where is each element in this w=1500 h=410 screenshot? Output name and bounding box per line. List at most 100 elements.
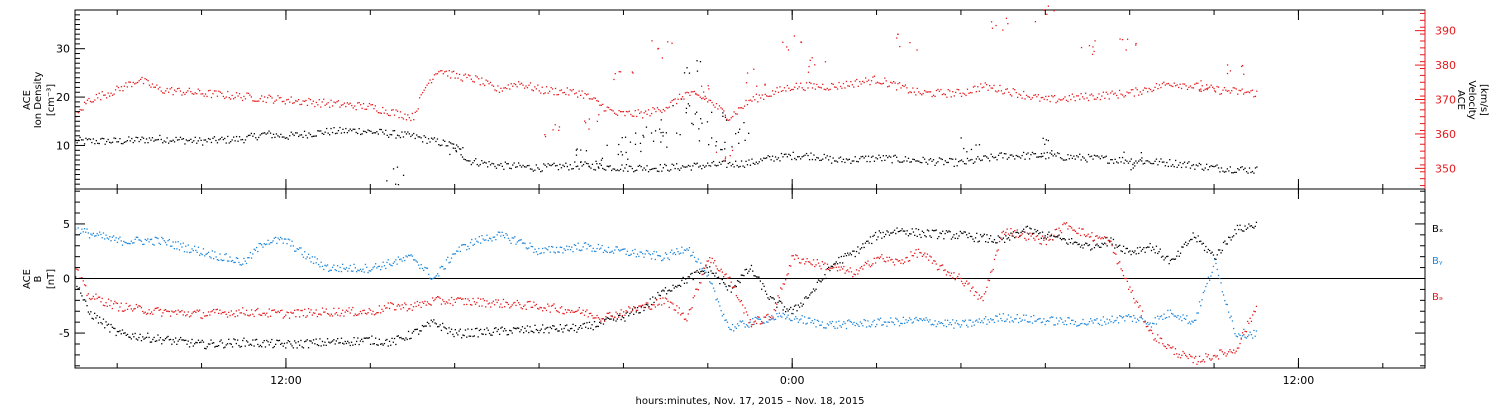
bfield-series-bx-point: [930, 236, 932, 238]
plasma-series-0-point: [275, 133, 278, 135]
bfield-series-by-point: [514, 236, 516, 238]
bfield-series-bz-point: [942, 264, 944, 266]
bfield-series-bx-point: [1197, 235, 1199, 237]
bfield-series-bx-point: [1120, 250, 1122, 252]
bfield-series-bz-point: [458, 297, 460, 300]
bfield-series-by-point: [453, 253, 455, 255]
plasma-series-2-point: [1046, 99, 1048, 101]
bfield-series-by-point: [185, 245, 187, 247]
bfield-series-by-point: [124, 241, 126, 244]
bfield-series-bx-point: [531, 330, 534, 333]
plasma-series-2-point: [714, 106, 716, 108]
plasma-series-0-point: [1102, 157, 1104, 159]
bfield-series-by-point: [562, 252, 564, 254]
bfield-series-bz-point: [1163, 345, 1165, 347]
bfield-series-bx-point: [452, 333, 454, 336]
plasma-series-2-point: [568, 94, 570, 96]
bfield-series-bx-point: [88, 313, 91, 315]
plasma-series-0-point: [798, 156, 800, 158]
plasma-series-2-point: [618, 109, 620, 112]
plasma-scatter-1-point: [685, 107, 688, 109]
plasma-series-0-point: [117, 141, 120, 143]
bfield-series-by-point: [978, 318, 980, 320]
bfield-series-bx-point: [687, 276, 689, 278]
bfield-series-bz-point: [115, 302, 117, 304]
bfield-series-by-point: [711, 283, 713, 285]
plasma-series-0-point: [182, 138, 185, 140]
bfield-series-by-point: [962, 320, 964, 322]
plasma-series-0-point: [683, 166, 685, 168]
plasma-series-0-point: [495, 167, 498, 169]
bfield-series-bz-point: [1034, 239, 1036, 241]
bfield-series-by-point: [1021, 319, 1023, 321]
bfield-series-bx-point: [778, 300, 780, 302]
bfield-series-bz-point: [334, 313, 336, 315]
bfield-series-bx-point: [78, 287, 81, 289]
bfield-series-bz-point: [472, 297, 474, 300]
plasma-series-0-point: [140, 139, 142, 141]
bfield-series-by-point: [935, 325, 937, 328]
bfield-series-by-point: [458, 246, 460, 248]
plasma-series-2-point: [123, 85, 125, 87]
bfield-series-by-point: [1182, 314, 1184, 316]
bfield-series-bz-point: [283, 316, 286, 318]
plasma-series-2-point: [78, 112, 80, 114]
bfield-series-bz-point: [644, 303, 646, 306]
plasma-series-0-point: [897, 160, 899, 162]
plasma-series-2-point: [870, 80, 873, 82]
bfield-series-bx-point: [426, 321, 429, 323]
bfield-series-bz-point: [925, 256, 927, 258]
plasma-series-2-point: [801, 87, 803, 89]
plasma-scatter-1-point: [1051, 150, 1053, 152]
bfield-series-bx-point: [929, 235, 931, 237]
plasma-series-0-point: [1052, 155, 1054, 157]
bfield-series-bz-point: [261, 314, 263, 316]
plasma-series-0-point: [464, 159, 467, 161]
bfield-series-bz-point: [390, 302, 392, 304]
bfield-series-bx-point: [325, 344, 327, 346]
plasma-series-2-point: [293, 102, 295, 104]
bfield-series-bx-point: [948, 230, 950, 232]
plasma-series-2-point: [859, 81, 861, 83]
bfield-series-bz-point: [720, 268, 722, 270]
plasma-series-2-point: [491, 84, 493, 86]
bfield-series-bx-point: [1045, 238, 1047, 240]
bfield-series-bz-point: [414, 302, 416, 304]
plasma-series-0-point: [134, 140, 136, 142]
plasma-series-0-point: [202, 144, 204, 146]
bfield-series-by-point: [1140, 317, 1142, 319]
plasma-series-2-point: [238, 93, 241, 95]
bfield-series-by-point: [1074, 321, 1077, 323]
bfield-series-bx-point: [826, 268, 829, 270]
bfield-series-by-point: [472, 244, 474, 246]
bfield-series-bz-point: [985, 291, 987, 293]
bfield-series-by-point: [229, 256, 231, 258]
plasma-series-2-point: [938, 90, 941, 92]
plasma-series-0-point: [1129, 160, 1131, 162]
bfield-series-by-point: [267, 239, 269, 241]
plasma-series-2-point: [176, 88, 179, 90]
bfield-series-bx-point: [820, 281, 822, 283]
plasma-series-0-point: [370, 130, 372, 132]
bfield-series-bz-point: [685, 318, 687, 320]
bfield-series-bz-point: [1107, 240, 1110, 242]
bfield-series-by-point: [1004, 320, 1006, 323]
bfield-series-bz-point: [629, 307, 631, 309]
bfield-series-bz-point: [867, 260, 869, 262]
bfield-series-bz-point: [535, 303, 537, 306]
bfield-series-by-point: [1233, 327, 1235, 330]
bfield-series-bx-point: [330, 341, 332, 343]
plasma-series-2-point: [1250, 90, 1252, 92]
bfield-series-by-point: [1072, 319, 1074, 321]
plasma-series-2-point: [755, 93, 757, 95]
plasma-series-0-point: [1172, 164, 1174, 166]
plasma-series-0-point: [541, 170, 543, 172]
bfield-series-by-point: [378, 265, 380, 267]
plasma-series-0-point: [823, 153, 825, 156]
bfield-series-bz-point: [1086, 235, 1088, 237]
bfield-series-by-point: [848, 319, 850, 321]
bfield-series-bx-point: [674, 285, 677, 288]
plasma-series-0-point: [1086, 161, 1088, 163]
bfield-series-by-point: [774, 318, 777, 320]
plasma-series-2-point: [1092, 95, 1094, 97]
